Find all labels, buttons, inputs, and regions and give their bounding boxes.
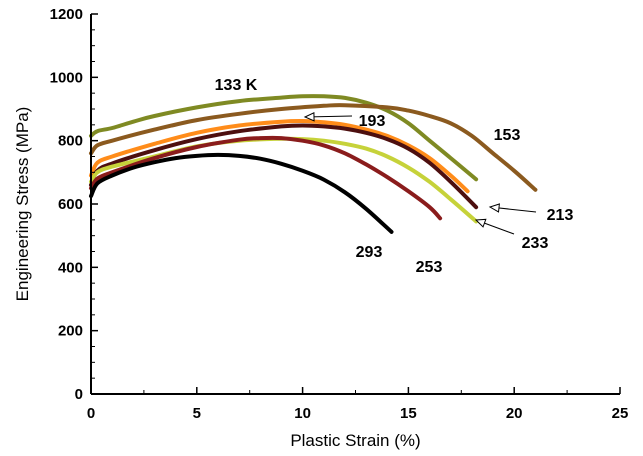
y-axis-title: Engineering Stress (MPa)	[13, 107, 32, 302]
y-tick-label: 200	[58, 323, 83, 340]
annotation-label: 213	[547, 207, 574, 224]
annotation-label: 293	[356, 244, 383, 261]
annotation-label: 193	[359, 113, 386, 130]
series-line-233	[89, 136, 479, 224]
series-line-193	[89, 118, 470, 194]
x-tick-label: 10	[294, 405, 311, 422]
x-tick-label: 25	[612, 405, 629, 422]
annotation-label: 253	[416, 259, 443, 276]
annotation-layer: 133 K 153 193 213 233 253 293	[215, 77, 574, 276]
x-tick-label: 15	[400, 405, 417, 422]
y-tick-label: 0	[75, 386, 83, 403]
series-line-213	[89, 123, 479, 210]
x-tick-label: 20	[506, 405, 523, 422]
ticks-layer: 0 5 10 15 20 25 0 200 400 600 800 1000 1200	[50, 6, 629, 422]
y-tick-label: 1000	[50, 69, 83, 86]
annotation-arrow-193	[303, 112, 353, 122]
y-tick-label: 400	[58, 259, 83, 276]
annotation-label: 233	[522, 235, 549, 252]
series-line-293	[89, 152, 394, 234]
series-line-153	[89, 103, 538, 192]
annotation-arrow-233	[474, 218, 515, 235]
series-line-133-k	[89, 94, 479, 182]
y-tick-label: 600	[58, 196, 83, 213]
axes-layer	[90, 14, 620, 395]
annotation-arrow-213	[488, 203, 537, 213]
x-tick-label: 5	[193, 405, 201, 422]
x-tick-label: 0	[87, 405, 95, 422]
series-layer	[89, 94, 538, 234]
series-line-253	[89, 135, 443, 221]
x-axis-title: Plastic Strain (%)	[290, 431, 420, 450]
y-tick-label: 1200	[50, 6, 83, 23]
annotation-label: 153	[494, 127, 521, 144]
annotation-label: 133 K	[215, 77, 258, 94]
y-tick-label: 800	[58, 133, 83, 150]
